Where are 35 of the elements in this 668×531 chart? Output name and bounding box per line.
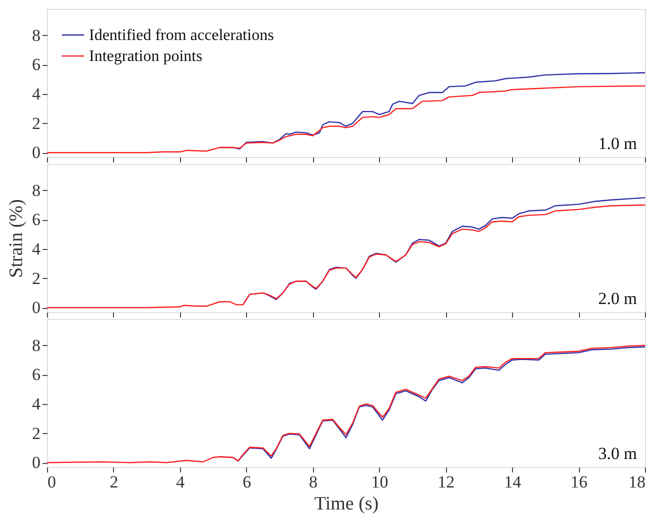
x-tick-label: 12 [438, 472, 455, 492]
y-tick-label: 4 [32, 84, 41, 104]
y-tick-label: 0 [32, 143, 40, 162]
x-tick-label: 8 [309, 472, 318, 492]
x-tick-label: 4 [176, 472, 186, 492]
x-tick-label: 2 [110, 472, 118, 492]
x-tick-label: 6 [242, 472, 252, 492]
y-tick-label: 2 [32, 114, 40, 133]
y-tick-label: 8 [32, 26, 40, 45]
x-tick-label: 16 [570, 472, 588, 492]
y-tick-label: 8 [32, 180, 40, 200]
annotation: 1.0 m [598, 134, 637, 153]
y-tick-label: 4 [32, 394, 41, 414]
line-series [46, 85, 646, 154]
legend-label: Identified from accelerations [89, 27, 274, 44]
x-tick-label: 14 [504, 472, 522, 492]
x-axis-title: Time (s) [314, 494, 379, 514]
y-tick-label: 6 [32, 365, 40, 384]
legend-label: Integration points [89, 48, 202, 65]
y-axis-title: Strain (%) [6, 199, 27, 278]
y-tick-label: 0 [32, 453, 40, 472]
y-tick-label: 8 [32, 336, 40, 355]
x-tick-label: 0 [48, 472, 56, 492]
y-tick-label: 6 [32, 210, 40, 230]
y-tick-label: 2 [32, 268, 40, 288]
x-tick-label: 10 [371, 472, 388, 492]
annotation: 3.0 m [598, 444, 637, 463]
line-series [46, 344, 646, 464]
y-tick-label: 2 [32, 424, 40, 443]
line-series [46, 204, 646, 308]
x-tick-label: 18 [628, 472, 646, 492]
y-tick-label: 6 [32, 55, 40, 74]
y-tick-label: 4 [32, 239, 41, 258]
y-tick-label: 0 [32, 298, 40, 318]
annotation: 2.0 m [598, 289, 637, 308]
